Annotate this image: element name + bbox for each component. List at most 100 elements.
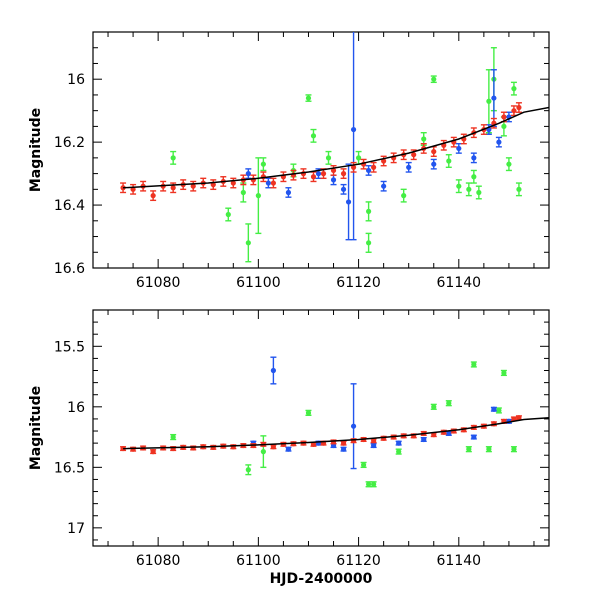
data-point xyxy=(285,446,292,452)
data-point xyxy=(260,161,266,167)
data-point xyxy=(496,407,502,414)
data-point xyxy=(305,410,312,416)
data-point xyxy=(310,441,317,447)
data-point xyxy=(511,416,517,422)
data-point xyxy=(456,145,462,152)
x-tick-label: 61120 xyxy=(336,275,381,291)
y-tick-label: 16.5 xyxy=(54,460,85,476)
data-point xyxy=(396,449,402,455)
plot-frame xyxy=(92,309,550,547)
data-point xyxy=(471,155,477,161)
data-point xyxy=(245,171,251,177)
y-axis-label: Magnitude xyxy=(28,386,44,470)
data-point xyxy=(431,161,437,167)
data-point xyxy=(245,240,251,246)
data-point xyxy=(285,189,292,196)
data-point xyxy=(310,133,317,139)
data-point xyxy=(225,211,231,218)
data-point xyxy=(406,164,412,170)
data-point xyxy=(270,367,276,374)
data-point xyxy=(466,446,472,452)
data-point xyxy=(491,95,497,101)
data-point xyxy=(190,445,196,451)
data-point xyxy=(230,180,236,186)
data-point xyxy=(486,446,492,452)
data-point xyxy=(350,126,357,133)
data-point xyxy=(315,171,322,177)
series-red xyxy=(120,102,522,202)
data-point xyxy=(421,436,427,443)
series-green xyxy=(170,361,517,488)
data-point xyxy=(320,171,327,177)
data-point xyxy=(120,445,126,452)
data-point xyxy=(345,199,352,205)
data-point xyxy=(431,76,437,82)
data-point xyxy=(456,183,462,189)
data-point xyxy=(255,193,261,199)
data-point xyxy=(431,148,437,155)
data-point xyxy=(245,467,251,473)
top-panel: 61080 61100 61120 61140 16 16.2 16.4 16.6 Magnit… xyxy=(28,31,550,291)
data-point xyxy=(471,174,477,180)
data-point xyxy=(130,446,136,452)
x-tick-label: 61080 xyxy=(136,553,181,569)
data-point xyxy=(476,189,482,196)
data-point xyxy=(360,462,367,468)
data-point xyxy=(511,108,517,114)
series-blue xyxy=(250,356,512,470)
x-tick-label: 61140 xyxy=(437,275,482,291)
data-point xyxy=(270,444,276,450)
data-point xyxy=(516,104,522,111)
data-point xyxy=(325,155,332,161)
data-area xyxy=(120,356,549,488)
x-tick-label: 61100 xyxy=(236,275,281,291)
bottom-panel: 61080 61100 61120 61140 15.5 16 16.5 17 Magnitud… xyxy=(28,309,550,569)
data-point xyxy=(330,177,337,183)
data-point xyxy=(230,444,236,450)
data-point xyxy=(240,189,246,196)
y-tick-label: 16.2 xyxy=(54,135,85,151)
data-point xyxy=(486,98,492,104)
data-point xyxy=(366,481,372,487)
data-point xyxy=(340,446,347,452)
data-point xyxy=(190,183,196,189)
data-point xyxy=(511,446,517,452)
data-point xyxy=(506,161,512,167)
y-tick-label: 16 xyxy=(67,72,85,88)
data-point xyxy=(120,185,126,191)
y-axis-label: Magnitude xyxy=(28,108,44,192)
data-point xyxy=(350,438,357,444)
data-point xyxy=(446,430,452,437)
x-tick-label: 61120 xyxy=(336,553,381,569)
x-tick-label: 61100 xyxy=(236,553,281,569)
data-point xyxy=(496,139,502,145)
data-point xyxy=(170,434,176,440)
series-blue xyxy=(245,32,512,241)
data-point xyxy=(270,180,276,186)
data-point xyxy=(170,155,176,161)
data-point xyxy=(381,183,387,189)
data-point xyxy=(396,440,402,446)
x-tick-label: 61140 xyxy=(437,553,482,569)
data-point xyxy=(150,193,156,199)
data-point xyxy=(355,155,362,161)
data-point xyxy=(371,481,377,487)
data-point xyxy=(401,193,407,199)
data-point xyxy=(366,167,372,174)
data-point xyxy=(516,186,522,192)
data-point xyxy=(501,114,507,120)
y-tick-label: 17 xyxy=(67,521,85,537)
data-point xyxy=(350,423,357,429)
x-tick-label: 61080 xyxy=(136,275,181,291)
data-point xyxy=(371,438,377,444)
data-point xyxy=(170,185,176,191)
data-point xyxy=(366,240,372,246)
data-point xyxy=(310,174,317,180)
data-point xyxy=(340,186,347,192)
data-point xyxy=(371,164,377,170)
data-point xyxy=(466,186,472,192)
plot-frame xyxy=(92,31,550,269)
data-point xyxy=(446,158,452,164)
x-axis-label: HJD-2400000 xyxy=(270,571,373,587)
